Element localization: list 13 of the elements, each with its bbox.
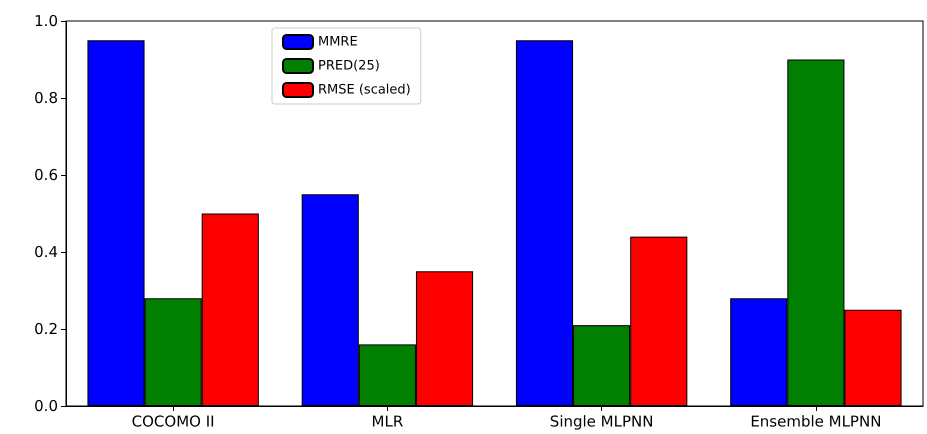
x-tick-label: Ensemble MLPNN bbox=[750, 412, 882, 430]
x-tick-label: MLR bbox=[372, 412, 404, 430]
x-tick-label: Single MLPNN bbox=[550, 412, 654, 430]
y-tick-label: 0.2 bbox=[34, 320, 58, 338]
legend-label: PRED(25) bbox=[318, 58, 380, 74]
legend-label: RMSE (scaled) bbox=[318, 82, 411, 98]
y-tick-label: 1.0 bbox=[34, 12, 58, 30]
y-tick-label: 0.4 bbox=[34, 243, 58, 261]
legend-label: MMRE bbox=[318, 34, 358, 50]
y-tick-label: 0.8 bbox=[34, 89, 58, 107]
x-tick-label: COCOMO II bbox=[132, 412, 215, 430]
y-tick-label: 0.0 bbox=[34, 397, 58, 415]
y-tick-label: 0.6 bbox=[34, 166, 58, 184]
